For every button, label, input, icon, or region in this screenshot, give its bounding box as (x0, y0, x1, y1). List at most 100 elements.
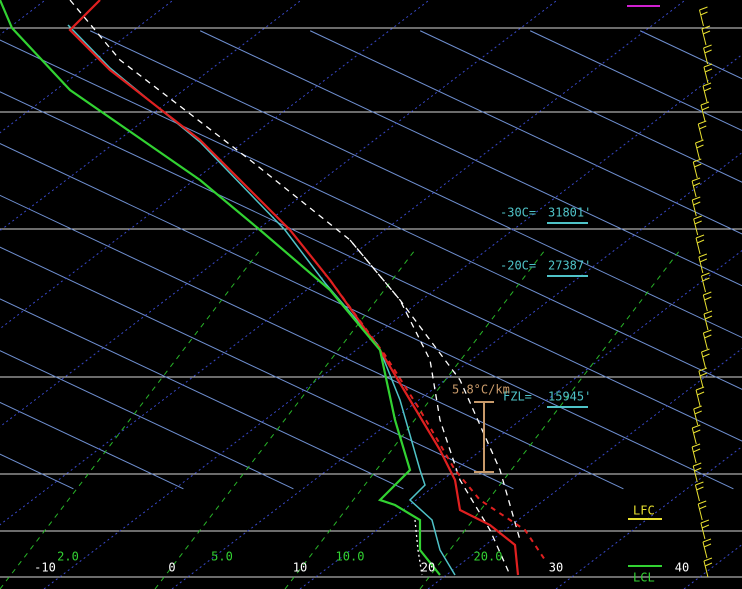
barb-staff (697, 503, 703, 521)
barb-flag (703, 44, 712, 49)
barb-staff (698, 9, 704, 27)
dry-adiabat (419, 30, 742, 490)
barb-flag (703, 87, 712, 92)
mixing-ratio-label: 20.0 (474, 550, 503, 564)
barb-flag (701, 348, 710, 353)
isotherm (0, 0, 431, 330)
barb-flag (702, 353, 710, 358)
mixing-ratio (154, 249, 416, 589)
barb-flag (694, 163, 702, 168)
barb-flag (698, 367, 708, 372)
dewpoint-profile (0, 0, 441, 576)
barb-flag (692, 448, 701, 453)
barb-flag (702, 277, 710, 282)
barb-flag (691, 177, 701, 182)
barb-flag (693, 215, 702, 220)
level-label: FZL= (503, 390, 532, 404)
barb-flag (703, 543, 712, 548)
barb-flag (694, 467, 702, 472)
barb-flag (694, 410, 702, 415)
barb-flag (703, 291, 712, 296)
lapse-bracket (474, 401, 494, 473)
barb-staff (694, 484, 700, 502)
barb-flag (698, 500, 707, 505)
barb-flag (703, 557, 713, 562)
barb-staff (698, 256, 704, 274)
barb-flag (703, 63, 713, 68)
level-height: 15945' (548, 390, 591, 404)
barb-staff (700, 104, 706, 122)
barb-staff (701, 28, 707, 46)
barb-staff (692, 161, 698, 179)
barb-flag (693, 201, 701, 206)
temperature-label: -10 (34, 561, 56, 575)
barb-flag (694, 220, 702, 225)
level-height: 31801' (548, 206, 591, 220)
barb-flag (696, 391, 705, 396)
barb-flag (704, 315, 713, 320)
barb-staff (703, 66, 709, 84)
barb-staff (703, 47, 709, 65)
barb-flag (698, 120, 707, 125)
isotherm (171, 152, 742, 589)
barb-flag (699, 258, 708, 263)
barb-staff (703, 560, 709, 578)
barb-flag (702, 30, 711, 35)
barb-staff (703, 313, 709, 331)
barb-flag (691, 443, 701, 448)
barb-flag (692, 424, 701, 429)
temperature-label: 20 (421, 561, 435, 575)
barb-staff (697, 123, 703, 141)
dry-adiabat (89, 30, 742, 490)
barb-staff (691, 446, 697, 464)
temperature-label: 30 (549, 561, 563, 575)
barb-staff (694, 142, 700, 160)
barb-flag (701, 524, 710, 529)
barb-flag (696, 239, 705, 244)
barb-flag (695, 386, 705, 391)
barb-staff (702, 541, 708, 559)
mixing-ratio (284, 249, 546, 589)
barb-staff (695, 237, 701, 255)
barb-flag (700, 11, 708, 16)
wind-barbs (691, 6, 713, 578)
barb-flag (704, 562, 713, 567)
lcl-label: LCL (633, 571, 655, 585)
barb-flag (704, 334, 712, 339)
barb-flag (692, 196, 701, 201)
wetbulb-profile (67, 24, 456, 576)
barb-staff (693, 218, 699, 236)
level-label: -20C= (500, 259, 536, 273)
barb-flag (695, 139, 704, 144)
lapse-rate: 5.8°C/km (452, 383, 510, 397)
dry-adiabat (0, 30, 294, 490)
barb-staff (702, 332, 708, 350)
temperature-label: 10 (293, 561, 307, 575)
barb-flag (693, 405, 702, 410)
mixing-ratio (419, 249, 681, 589)
barb-flag (704, 49, 712, 54)
temperature-label: 0 (168, 561, 175, 575)
barb-flag (692, 182, 701, 187)
barb-flag (699, 372, 708, 377)
barb-flag (700, 101, 710, 106)
dry-adiabat (0, 30, 514, 490)
barb-flag (699, 505, 707, 510)
dry-adiabat (0, 30, 404, 490)
surface-dotted (414, 519, 423, 576)
barb-staff (700, 275, 706, 293)
barb-flag (702, 82, 712, 87)
barb-staff (695, 389, 701, 407)
barb-staff (692, 465, 698, 483)
barb-flag (704, 68, 713, 73)
mixing-ratio (0, 249, 261, 589)
barb-staff (702, 85, 708, 103)
lfc-label: LFC (633, 504, 655, 518)
dry-adiabat (0, 30, 184, 490)
barb-staff (700, 522, 706, 540)
